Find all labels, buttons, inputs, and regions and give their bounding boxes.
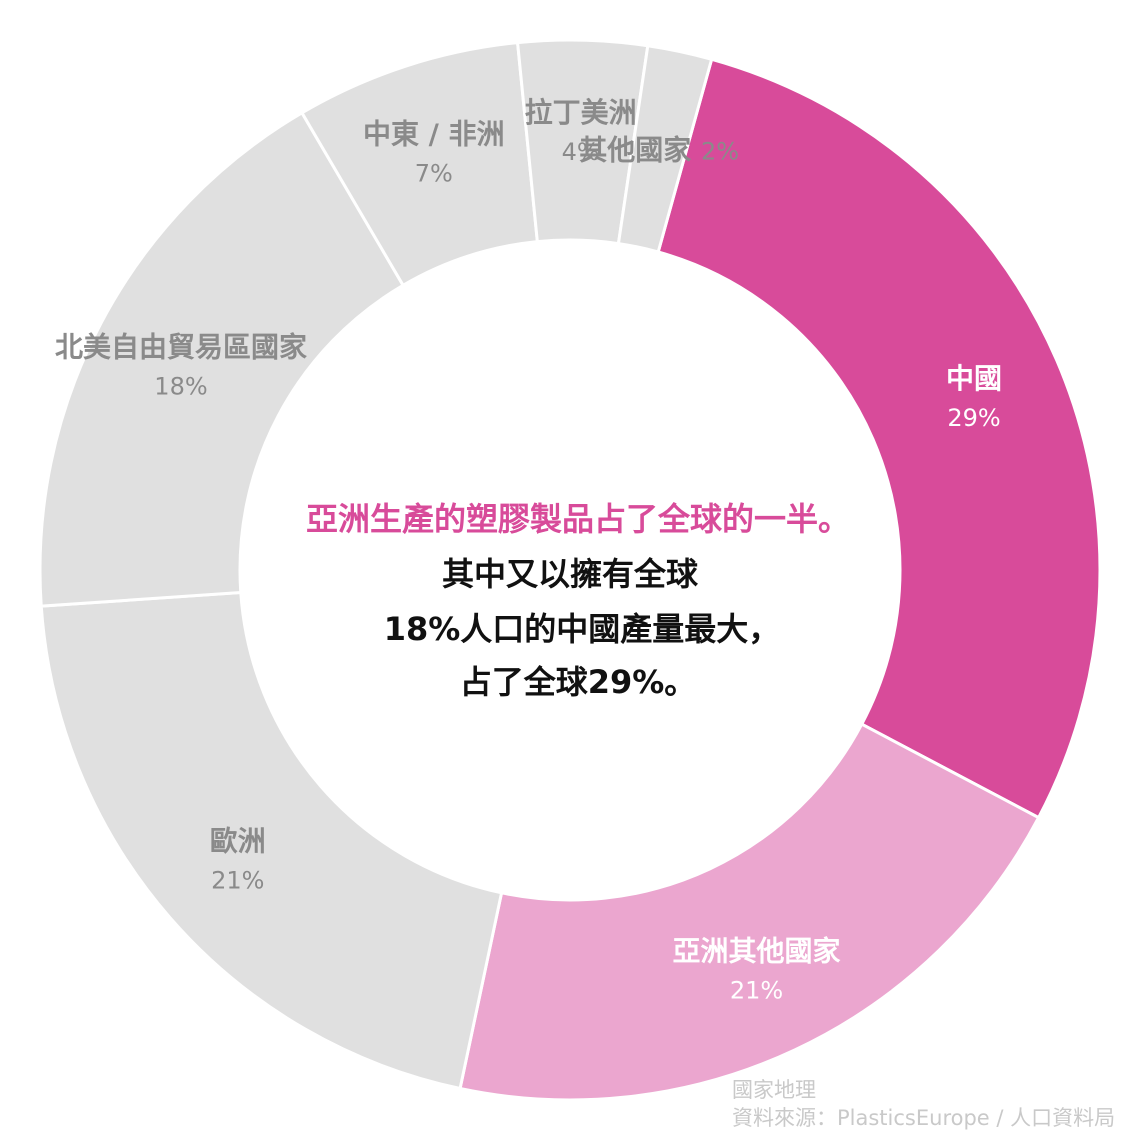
segment-1 <box>656 57 1102 820</box>
segment-7-value: 2% <box>701 137 739 165</box>
credits: 國家地理 資料來源：PlasticsEurope / 人口資料局 <box>732 1076 1115 1132</box>
center-line-1: 其中又以擁有全球 <box>442 555 699 593</box>
center-line-2: 18%人口的中國產量最大， <box>384 610 781 648</box>
center-highlight: 亞洲生產的塑膠製品占了全球的一半。 <box>306 500 850 538</box>
segment-4-label: 北美自由貿易區國家 <box>55 330 307 363</box>
segment-7-name: 其他國家 <box>579 133 701 166</box>
publisher-credit: 國家地理 <box>732 1078 816 1102</box>
segment-3-label: 歐洲 <box>210 824 266 857</box>
segment-6-value: 4% <box>562 138 600 166</box>
segment-1-label: 中國 <box>946 362 1002 395</box>
segment-6-label: 拉丁美洲 <box>525 96 637 129</box>
donut-segments <box>38 38 1102 1102</box>
segment-2-value: 21% <box>730 976 783 1004</box>
segment-5-value: 7% <box>415 160 453 188</box>
segment-2 <box>458 722 1041 1102</box>
segment-4-value: 18% <box>154 372 207 400</box>
segment-4 <box>38 110 406 608</box>
segment-1-value: 29% <box>947 404 1000 432</box>
segment-2-label: 亞洲其他國家 <box>673 934 841 967</box>
donut-labels: 中國 29% 亞洲其他國家 21% 歐洲 21% 北美自由貿易區國家 18% 中東 / 非洲 7%… <box>55 96 1002 1004</box>
center-line-3: 占了全球29%。 <box>460 663 697 701</box>
segment-3 <box>39 590 504 1091</box>
source-credit: 資料來源：PlasticsEurope / 人口資料局 <box>732 1106 1116 1130</box>
segment-7-label: 其他國家 2% <box>579 133 739 166</box>
center-text: 亞洲生產的塑膠製品占了全球的一半。其中又以擁有全球 18%人口的中國產量最大， 占了… <box>306 500 850 701</box>
segment-3-value: 21% <box>211 866 264 894</box>
segment-7 <box>616 44 714 254</box>
segment-5-label: 中東 / 非洲 <box>363 118 505 151</box>
